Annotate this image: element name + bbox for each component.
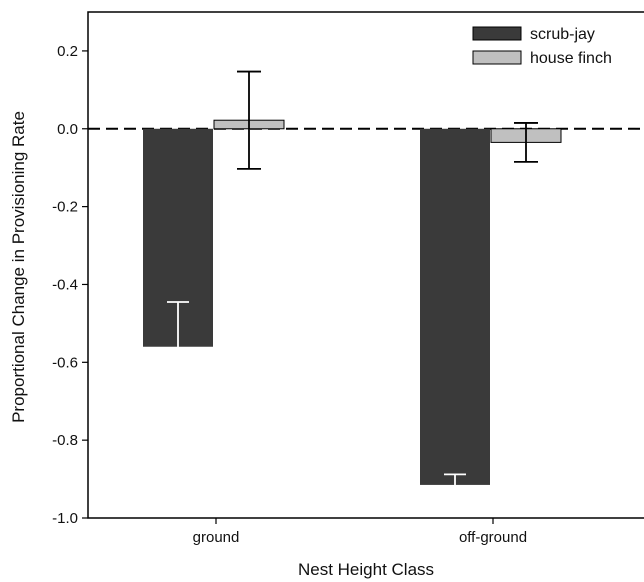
y-tick-label: -0.2 (52, 199, 78, 216)
bar-scrub-jay-off-ground (420, 128, 490, 485)
x-axis-title: Nest Height Class (298, 560, 434, 579)
legend-label-house-finch: house finch (530, 50, 612, 67)
legend-swatch-scrub-jay (472, 26, 522, 41)
x-tick-label: off-ground (459, 529, 527, 546)
x-tick-label: ground (193, 529, 240, 546)
legend-label-scrub-jay: scrub-jay (530, 26, 595, 43)
y-tick-label: -0.4 (52, 276, 78, 293)
plot-area: 0.2 0.0 -0.2 -0.4 -0.6 -0.8 -1.0 ground off-grou… (52, 11, 644, 546)
y-tick-label: 0.0 (57, 121, 78, 138)
y-tick-label: -0.6 (52, 354, 78, 371)
y-tick-label: 0.2 (57, 43, 78, 60)
y-axis-title: Proportional Change in Provisioning Rate (9, 111, 28, 423)
y-tick-label: -1.0 (52, 510, 78, 527)
plot-frame (87, 11, 644, 519)
legend-swatch-house-finch (472, 50, 522, 65)
y-tick-label: -0.8 (52, 432, 78, 449)
legend: scrub-jay house finch (472, 26, 612, 67)
